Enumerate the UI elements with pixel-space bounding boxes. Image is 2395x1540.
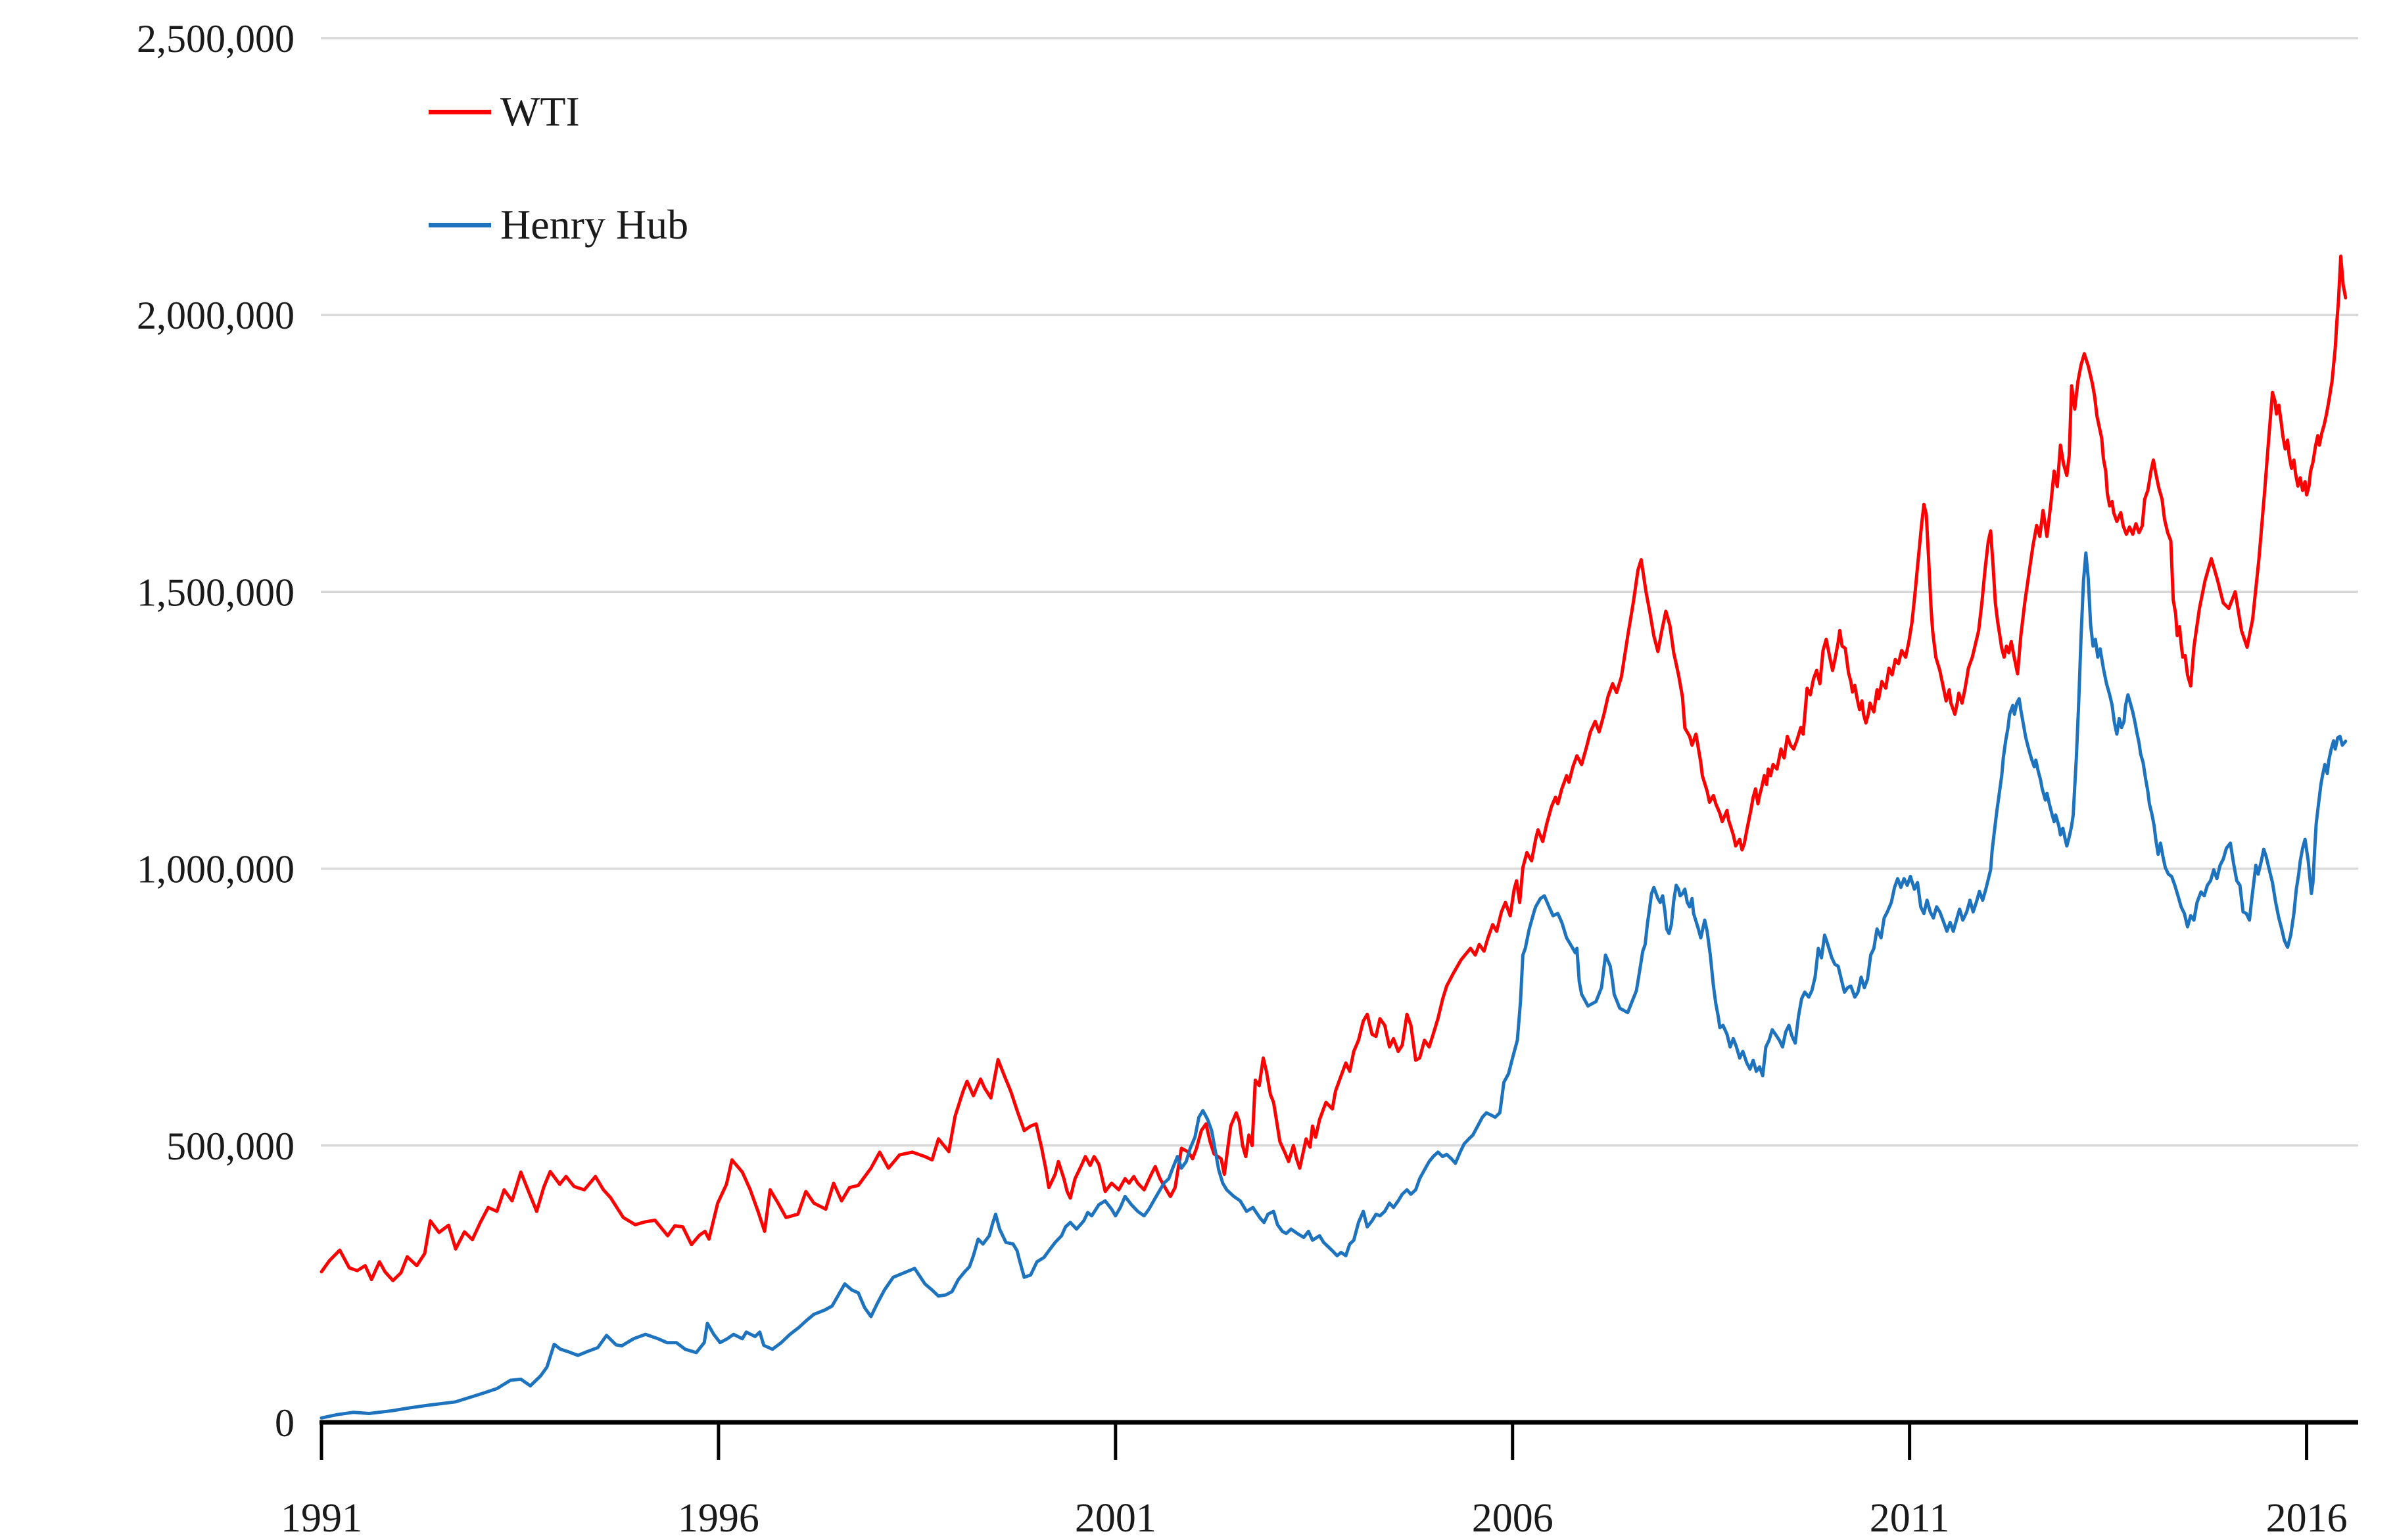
wti-legend-line (429, 109, 491, 114)
x-tick-label: 2016 (2266, 1496, 2348, 1540)
x-tick-label: 2006 (1472, 1496, 1553, 1540)
y-tick-label: 2,500,000 (137, 17, 295, 60)
legend-item-henry-hub: Henry Hub (429, 204, 688, 246)
x-tick-label: 1991 (281, 1496, 362, 1540)
henry-hub-legend-label: Henry Hub (500, 201, 689, 248)
series-line-henry-hub (320, 551, 2348, 1420)
legend-item-wti: WTI (429, 91, 580, 133)
y-tick-label: 2,000,000 (137, 294, 295, 337)
y-tick-label: 1,000,000 (137, 848, 295, 891)
y-tick-label: 0 (275, 1401, 295, 1445)
y-tick-label: 1,500,000 (137, 571, 295, 614)
henry-hub-legend-line (429, 222, 491, 227)
x-tick-label: 1996 (678, 1496, 759, 1540)
series-line-wti (320, 254, 2348, 1282)
x-tick-label: 2011 (1870, 1496, 1950, 1540)
x-tick-label: 2001 (1075, 1496, 1156, 1540)
y-tick-label: 500,000 (166, 1125, 295, 1168)
wti-legend-label: WTI (500, 88, 580, 135)
